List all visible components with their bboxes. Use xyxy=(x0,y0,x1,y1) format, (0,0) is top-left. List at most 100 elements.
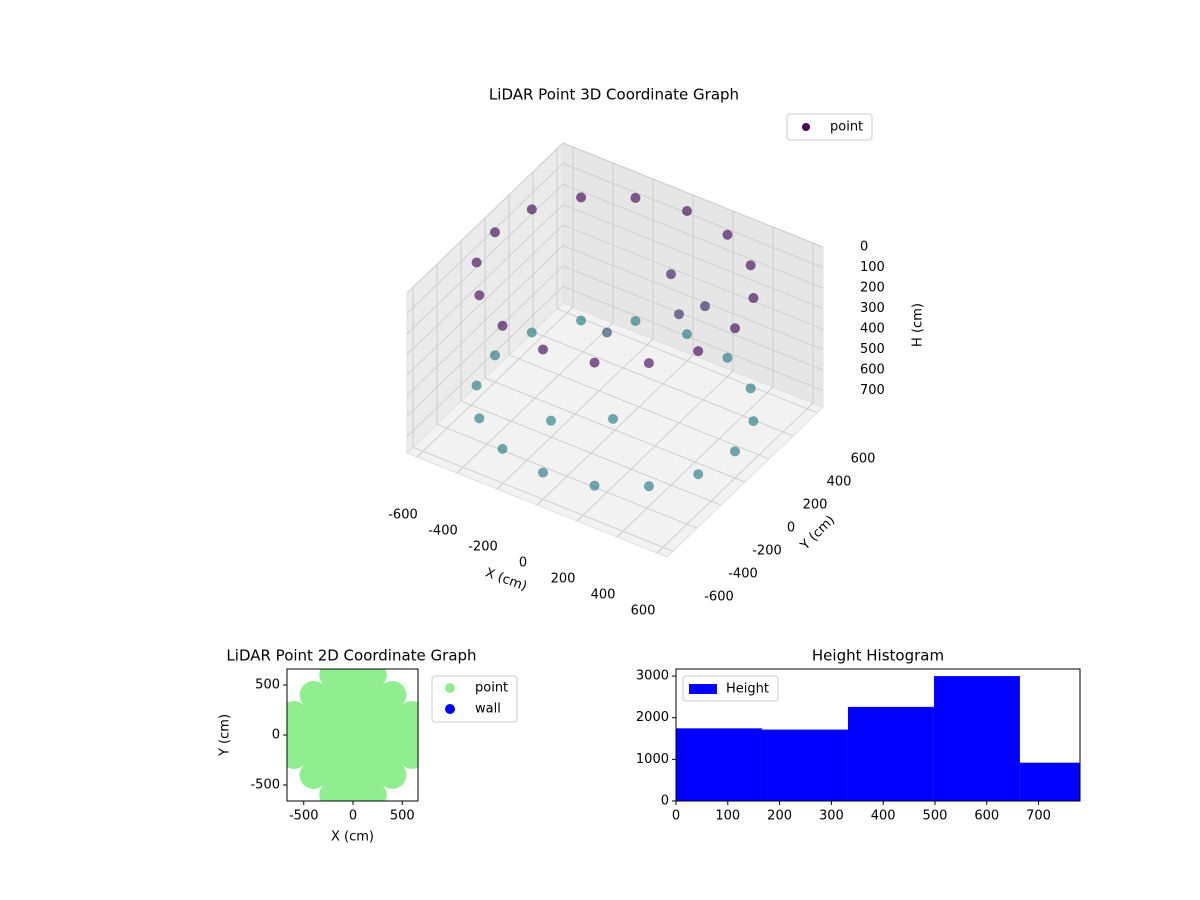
point xyxy=(630,192,641,203)
x-tick-label: 500 xyxy=(390,809,415,824)
grid-line xyxy=(406,203,824,355)
point xyxy=(748,293,759,304)
x-tick-label: 400 xyxy=(871,809,896,824)
point xyxy=(358,721,387,749)
point xyxy=(358,701,387,729)
legend-label: point xyxy=(475,681,508,696)
z-tick-label: 0 xyxy=(860,240,868,255)
point xyxy=(378,741,407,769)
point xyxy=(299,701,328,729)
legend-label: point xyxy=(830,120,863,135)
legend-marker xyxy=(445,683,455,693)
x-tick-label: -500 xyxy=(289,809,319,824)
point xyxy=(490,350,500,361)
point xyxy=(630,316,641,327)
grid-line xyxy=(406,244,824,396)
z-tick-label: 700 xyxy=(860,383,885,398)
legend-marker xyxy=(689,684,717,694)
point xyxy=(693,346,704,357)
bar xyxy=(1019,762,1080,801)
x-tick-label: 100 xyxy=(715,809,740,824)
x-tick-label: 200 xyxy=(551,572,576,587)
grid-line xyxy=(508,194,770,460)
point xyxy=(589,480,600,491)
point xyxy=(682,329,692,340)
legend-marker xyxy=(802,123,810,131)
x-tick-label: -600 xyxy=(388,508,418,523)
grid-line xyxy=(406,162,824,314)
point xyxy=(682,206,692,217)
x-tick-label: 300 xyxy=(819,809,844,824)
y-tick-label: 600 xyxy=(851,451,876,466)
grid-line xyxy=(456,163,614,474)
point xyxy=(378,701,407,729)
point xyxy=(674,309,684,320)
y-tick-label: -200 xyxy=(752,544,782,559)
point xyxy=(358,781,387,801)
point xyxy=(576,192,587,203)
chart-title: LiDAR Point 2D Coordinate Graph xyxy=(226,647,476,665)
point xyxy=(378,681,407,709)
point xyxy=(358,761,387,789)
grid-line xyxy=(576,211,734,522)
point xyxy=(538,344,548,355)
point xyxy=(338,701,367,729)
y-tick-label: -600 xyxy=(704,590,734,605)
point xyxy=(748,416,759,427)
grid-line xyxy=(484,218,746,483)
y-tick-label: 500 xyxy=(255,678,280,693)
legend-box xyxy=(431,675,518,723)
grid-line xyxy=(406,142,824,294)
legend-label: wall xyxy=(475,702,501,717)
grid-line xyxy=(496,179,654,490)
grid-line xyxy=(616,227,774,538)
point xyxy=(338,681,367,709)
grid-line xyxy=(406,183,824,335)
x-tick-label: 0 xyxy=(349,809,357,824)
z-tick-label: 200 xyxy=(860,281,885,296)
grid-line xyxy=(412,287,674,552)
grid-line xyxy=(436,264,698,529)
point xyxy=(745,383,756,394)
grid-line xyxy=(556,148,818,414)
point xyxy=(474,413,485,424)
point xyxy=(643,481,654,492)
point xyxy=(358,681,387,709)
x-tick-label: -400 xyxy=(428,524,458,539)
legend-box xyxy=(786,113,873,141)
point xyxy=(299,741,328,769)
point xyxy=(497,320,508,331)
x-tick-label: 700 xyxy=(1026,809,1051,824)
point xyxy=(490,227,500,238)
grid-line xyxy=(536,195,694,506)
point xyxy=(338,741,367,769)
point xyxy=(378,761,407,789)
bar xyxy=(933,676,1020,801)
point xyxy=(608,413,618,424)
z-tick-label: 400 xyxy=(860,322,885,337)
point xyxy=(358,741,387,769)
bar xyxy=(761,729,848,801)
bar xyxy=(676,728,762,801)
point xyxy=(338,761,367,789)
point xyxy=(497,443,508,454)
x-tick-label: 600 xyxy=(631,604,656,619)
grid-line xyxy=(460,241,722,506)
y-tick-label: -400 xyxy=(728,567,758,582)
point xyxy=(538,467,548,478)
z-tick-label: 300 xyxy=(860,301,885,316)
chart-title: Height Histogram xyxy=(812,647,944,665)
y-tick-label: 3000 xyxy=(636,669,669,684)
point xyxy=(576,315,587,326)
point xyxy=(526,327,537,338)
point xyxy=(398,741,418,769)
point xyxy=(722,229,733,240)
z-tick-label: 100 xyxy=(860,260,885,275)
point xyxy=(526,204,537,215)
point xyxy=(700,301,710,312)
grid-line xyxy=(406,286,824,437)
point xyxy=(745,260,756,271)
x-tick-label: 0 xyxy=(672,809,680,824)
